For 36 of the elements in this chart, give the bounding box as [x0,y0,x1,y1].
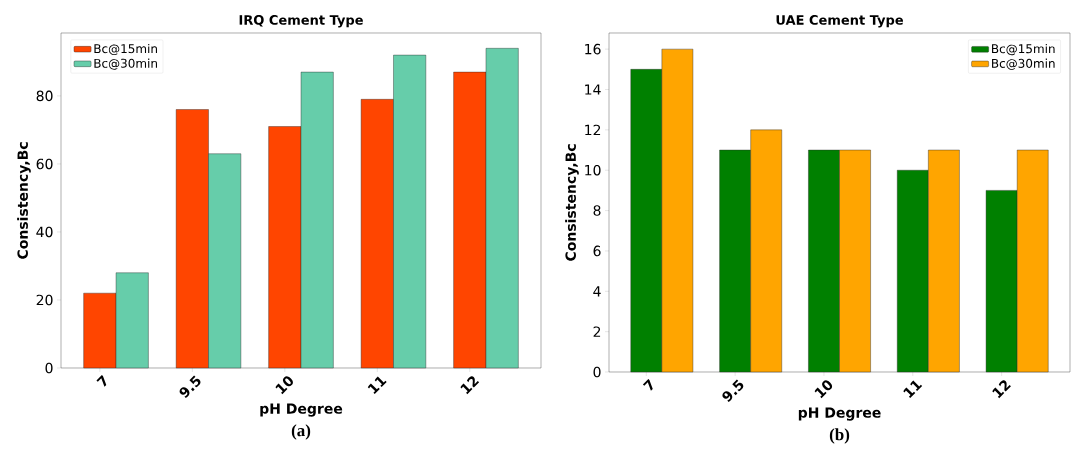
y-tick-label: 40 [36,226,53,238]
y-tick-label: 14 [585,84,601,95]
legend-label: Bc@30min [94,58,157,70]
legend-label: Bc@15min [94,43,157,56]
x-tick-label: 10 [275,376,293,395]
legend-label: Bc@30min [992,58,1055,70]
y-tick-label: 10 [585,164,601,176]
x-tick-label: 10 [814,380,833,399]
y-tick-label: 20 [36,294,53,306]
text: (b) [829,428,850,444]
y-tick-label: 2 [593,326,601,337]
y-tick-label: 16 [585,43,601,55]
x-axis-title: pH Degree [260,403,343,417]
chart-title: IRQ Cement Type [239,15,363,28]
x-tick-label: 7 [642,378,653,391]
x-tick-label: 9.5 [179,375,201,398]
x-axis-title: pH Degree [798,407,881,421]
x-tick-label: 9.5 [722,379,744,402]
y-tick-label: 4 [593,286,601,297]
y-tick-label: 60 [36,158,53,170]
x-tick-label: 7 [96,374,107,387]
y-tick-label: 80 [36,90,53,102]
y-axis-title: Consistency,Bc [565,144,579,261]
y-tick-label: 12 [585,124,601,136]
chart-title: UAE Cement Type [776,15,904,28]
text: (a) [291,424,311,440]
y-tick-label: 0 [45,362,53,374]
x-tick-label: 11 [903,380,923,398]
y-tick-label: 0 [593,366,601,378]
y-axis-title: Consistency,Bc [17,142,31,259]
y-tick-label: 6 [593,245,601,257]
y-tick-label: 8 [593,205,601,216]
x-tick-label: 12 [460,376,480,395]
legend-label: Bc@15min [992,43,1055,56]
x-tick-label: 12 [992,380,1011,399]
x-tick-label: 11 [367,376,387,394]
